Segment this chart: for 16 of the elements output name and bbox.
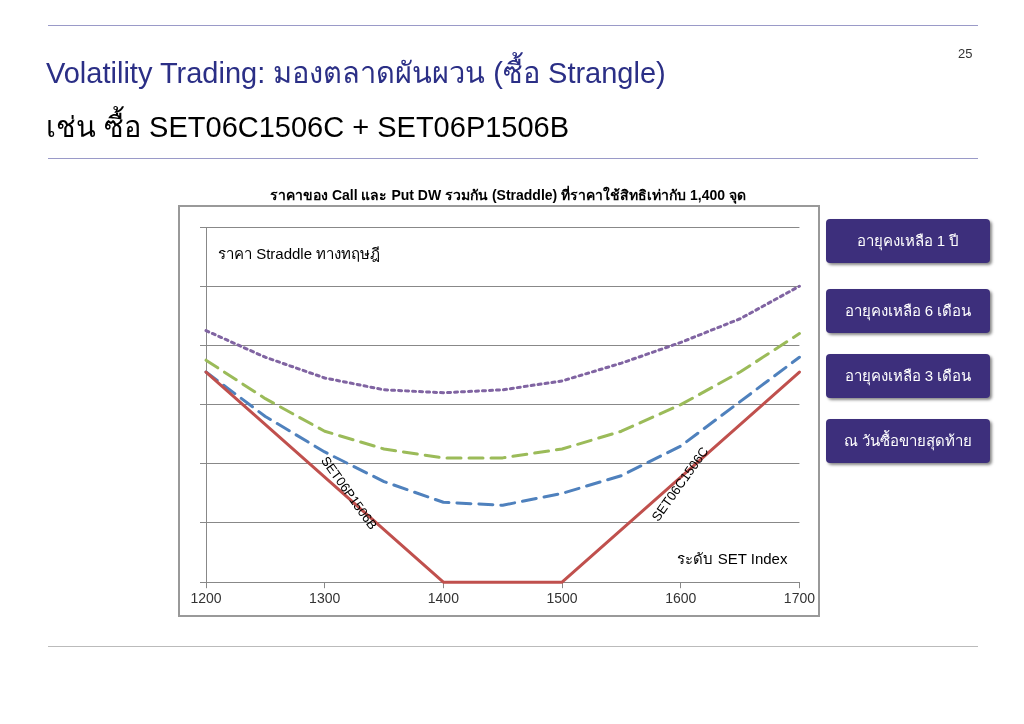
text: ราคาของ Call และ Put DW รวมกัน (Straddle) ที่ราคาใช้สิทธิเท่ากับ 1,400 จุด — [269, 184, 747, 206]
text: อายุคงเหลือ 1 ปี — [826, 219, 990, 263]
x-axis-title: ระดับ SET Index — [677, 550, 788, 568]
x-tick-label: 1600 — [665, 590, 697, 607]
x-tick-label: 1200 — [190, 590, 222, 607]
x-tick-label: 1700 — [783, 590, 816, 607]
text: 25 — [958, 46, 973, 61]
x-tick-label: 1400 — [427, 590, 460, 607]
chart-title: Volatility Trading: มองตลาดผันผวน (ซื้อ Strangle) — [46, 51, 666, 91]
text: อายุคงเหลือ 6 เดือน — [826, 289, 990, 333]
chart-subtitle: เช่น ซื้อ SET06C1506C + SET06P1506B — [46, 105, 570, 145]
text: อายุคงเหลือ 3 เดือน — [826, 354, 990, 398]
y-axis-title: ราคา Straddle ทางทฤษฎี — [218, 245, 381, 263]
x-tick-label: 1300 — [309, 590, 341, 607]
text: ณ วันซื้อขายสุดท้าย — [826, 419, 990, 463]
x-tick-label: 1500 — [546, 590, 578, 607]
